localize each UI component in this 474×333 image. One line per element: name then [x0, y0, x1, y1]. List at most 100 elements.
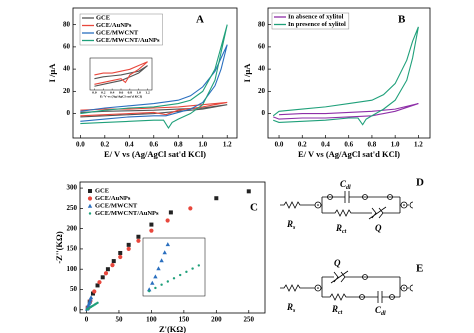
- x-tick-label: 200: [211, 316, 222, 324]
- x-tick-label: 1.2: [414, 141, 423, 149]
- inset-x-tick-label: 1.0: [137, 90, 142, 94]
- inset-x-tick-label: 0.8: [128, 90, 133, 94]
- legend-frame: [271, 12, 350, 30]
- y-tick-label: 60: [258, 42, 266, 50]
- y-axis-label: -Z''(KΩ): [54, 231, 64, 263]
- legend-label: GCE/MWCNT/AuNPs: [95, 210, 159, 217]
- marker: [96, 301, 99, 305]
- marker: [153, 274, 158, 279]
- marker: [214, 196, 219, 201]
- node-dot: [403, 204, 405, 206]
- y-tick-label: 200: [67, 224, 78, 232]
- series-line: [80, 44, 228, 122]
- symbol: R: [286, 302, 293, 312]
- symbol: Q: [334, 258, 341, 268]
- marker: [95, 283, 100, 288]
- panel-label: E: [416, 263, 423, 275]
- x-tick-label: 0.8: [368, 141, 377, 149]
- y-tick-label: 80: [63, 20, 71, 28]
- marker: [165, 242, 170, 247]
- marker: [136, 238, 141, 243]
- x-tick-label: 1.2: [223, 141, 232, 149]
- circuit-d: D Rs Cdl Rct Q: [280, 177, 424, 235]
- circuit-label: Q: [375, 223, 382, 233]
- y-tick-label: 80: [258, 20, 266, 28]
- subscript: s: [292, 308, 296, 314]
- symbol: C: [375, 305, 382, 315]
- circuit-e: E Rs Q Rct Cdl: [280, 258, 423, 317]
- marker: [156, 266, 161, 271]
- y-tick-label: 40: [63, 65, 71, 73]
- marker: [162, 250, 167, 255]
- circuit-label: Rs: [286, 302, 296, 314]
- marker: [103, 271, 109, 276]
- subscript: ct: [342, 229, 347, 235]
- legend-label: GCE/AuNPs: [95, 195, 131, 202]
- marker: [97, 280, 102, 285]
- x-tick-label: 0.4: [125, 141, 134, 149]
- subscript: dl: [346, 185, 351, 191]
- marker: [166, 280, 169, 283]
- marker: [110, 263, 115, 268]
- marker: [105, 267, 110, 272]
- inset-x-tick-label: 0.0: [92, 90, 97, 94]
- inset: 0.0 0.2 0.4 0.6 0.8 1.0 1.2E/ V vs (Ag/AgCl sa…: [89, 57, 153, 98]
- inset-x-tick-label: 0.4: [110, 90, 115, 94]
- y-tick-label: 300: [67, 184, 78, 192]
- node: [327, 194, 333, 200]
- terminal: [407, 284, 414, 292]
- marker: [136, 234, 141, 239]
- subscript: ct: [338, 310, 343, 316]
- panel-label: C: [250, 202, 258, 214]
- y-axis-label: I /μA: [242, 63, 252, 83]
- legend-label: GCE: [95, 187, 109, 194]
- node-dot: [403, 287, 405, 289]
- circuit-label: Rct: [331, 304, 343, 316]
- x-tick-label: 150: [179, 316, 190, 324]
- circuit-label: Cdl: [340, 179, 351, 191]
- marker: [111, 259, 116, 264]
- marker: [191, 267, 194, 270]
- legend-swatch: [87, 203, 93, 208]
- marker: [90, 291, 95, 296]
- plot-frame: [267, 7, 431, 139]
- x-tick-label: 0.2: [100, 141, 109, 149]
- y-tick-label: 50: [70, 285, 78, 293]
- x-tick-label: 0.0: [275, 141, 284, 149]
- y-tick-label: 40: [258, 65, 266, 73]
- legend-swatch: [88, 212, 92, 215]
- marker: [172, 277, 176, 280]
- chart-panel: 0 50 100 150 200 250 0 50 100 150 200 250 300 C Z'(KΩ)…: [54, 181, 266, 333]
- node: [389, 294, 395, 300]
- symbol: R: [335, 223, 342, 233]
- y-tick-label: 0: [67, 109, 71, 117]
- resistor-rs: [280, 201, 315, 209]
- legend-label: In absence of xylitol: [288, 13, 344, 20]
- marker: [154, 286, 157, 290]
- marker: [100, 275, 105, 280]
- x-tick-label: 100: [146, 316, 157, 324]
- panel-label: D: [416, 177, 424, 189]
- marker: [246, 189, 251, 194]
- marker: [165, 218, 170, 223]
- resistor-rs: [280, 284, 315, 292]
- marker: [149, 228, 154, 233]
- symbol: R: [331, 304, 338, 314]
- y-tick-label: 20: [63, 87, 71, 95]
- x-axis-label: Z'(KΩ): [159, 324, 186, 333]
- node: [387, 194, 393, 200]
- series-line: [273, 103, 419, 120]
- marker: [118, 254, 123, 260]
- subscript: s: [292, 225, 296, 231]
- panel-label: A: [196, 14, 204, 26]
- subscript: dl: [381, 311, 386, 317]
- inset: [142, 237, 206, 297]
- marker: [148, 289, 151, 293]
- legend-label: GCE/MWCNT: [96, 29, 139, 36]
- node: [362, 194, 368, 200]
- marker: [159, 258, 164, 263]
- x-tick-label: 1.0: [391, 141, 400, 149]
- legend-label: GCE: [96, 14, 110, 21]
- circuit-wires: [321, 191, 401, 220]
